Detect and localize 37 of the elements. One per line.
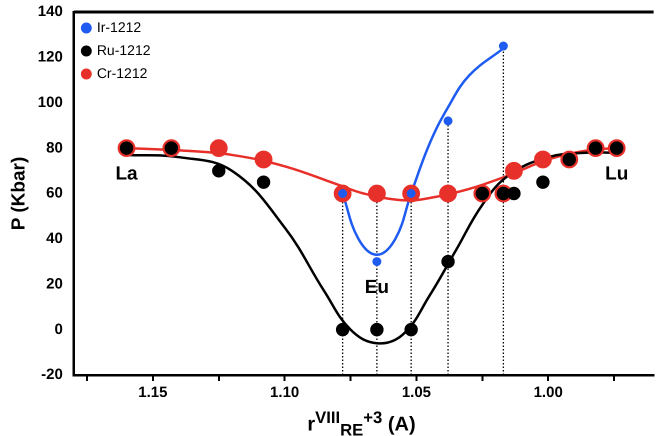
point [254, 150, 272, 168]
legend-label: Ru-1212 [96, 42, 151, 58]
y-tick-label: 100 [38, 94, 63, 111]
point [404, 322, 418, 336]
x-tick-label: 1.05 [402, 384, 432, 402]
x-tick-label: 1.10 [270, 384, 300, 402]
point [256, 175, 270, 189]
point [441, 254, 455, 268]
x-tick-label: 1.15 [138, 384, 168, 402]
y-tick-label: 0 [54, 320, 63, 338]
point [336, 322, 350, 336]
point [372, 257, 382, 266]
point [370, 322, 384, 336]
point [536, 175, 550, 189]
point [439, 184, 457, 202]
y-axis-title: P (Kbar) [8, 156, 30, 230]
y-tick-label: 20 [46, 275, 63, 292]
y-tick-label: 80 [46, 139, 63, 156]
y-tick-label: 120 [38, 48, 63, 66]
point [212, 164, 226, 178]
x-tick-label: 1.00 [534, 384, 563, 402]
y-tick-label: 40 [46, 230, 63, 248]
annotation: Lu [605, 163, 628, 184]
point [498, 42, 508, 51]
point [534, 150, 552, 168]
point [507, 186, 521, 200]
point [210, 139, 228, 158]
legend-label: Ir-1212 [96, 18, 142, 35]
annotation: La [115, 163, 138, 184]
annotation: Eu [364, 276, 390, 298]
point [444, 116, 453, 126]
y-tick-label: 140 [38, 3, 63, 20]
point [368, 184, 386, 202]
y-tick-label: 60 [46, 184, 63, 202]
point [505, 162, 523, 180]
y-tick-label: -20 [41, 366, 63, 384]
legend-label: Cr-1212 [96, 64, 148, 81]
